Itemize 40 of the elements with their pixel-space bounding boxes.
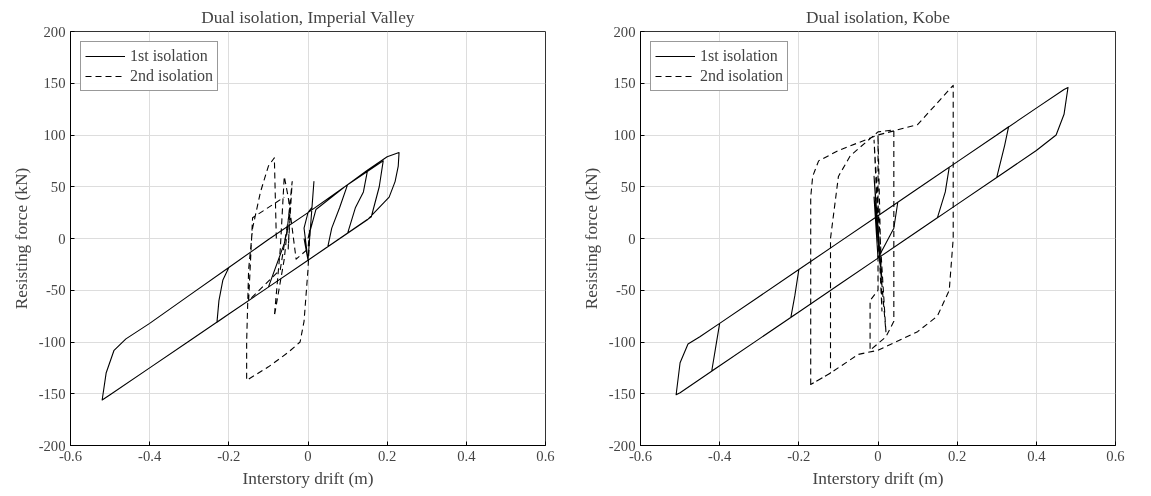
y-tick-label: -50 <box>45 282 66 299</box>
x-axis-title: Interstory drift (m) <box>812 468 944 488</box>
y-axis-title: Resisting force (kN) <box>11 167 31 310</box>
x-tick-label: 0.4 <box>1027 447 1047 464</box>
x-tick-label: 0 <box>874 447 882 464</box>
y-tick-label: 50 <box>620 178 636 195</box>
y-tick-label: -150 <box>608 385 636 402</box>
legend-label: 1st isolation <box>130 47 208 65</box>
y-tick-label: -100 <box>608 334 636 350</box>
y-tick-label: 150 <box>43 75 66 92</box>
x-tick-label: 0.6 <box>1106 447 1125 464</box>
x-tick-label: -0.2 <box>787 447 811 464</box>
x-tick-label: -0.4 <box>708 447 732 464</box>
chart-title: Dual isolation, Imperial Valley <box>201 7 415 27</box>
x-axis-title: Interstory drift (m) <box>242 468 374 488</box>
x-tick-label: -0.2 <box>217 447 241 464</box>
line-series <box>101 152 400 401</box>
y-tick-label: 0 <box>628 230 636 247</box>
x-tick-label: 0.2 <box>378 447 397 464</box>
y-tick-label: -100 <box>38 334 66 350</box>
y-tick-label: 150 <box>613 75 636 92</box>
y-tick-label: 100 <box>43 127 66 143</box>
y-tick-label: -50 <box>615 282 636 299</box>
chart-title: Dual isolation, Kobe <box>806 7 951 27</box>
legend-label: 2nd isolation <box>700 67 784 85</box>
x-tick-label: 0.2 <box>948 447 967 464</box>
y-tick-label: -150 <box>38 385 66 402</box>
y-tick-label: 200 <box>43 23 66 40</box>
x-tick-label: 0.6 <box>536 447 555 464</box>
y-tick-label: 50 <box>50 178 66 195</box>
y-axis-title: Resisting force (kN) <box>581 167 601 310</box>
x-tick-label: 0 <box>304 447 312 464</box>
y-tick-label: 0 <box>58 230 66 247</box>
y-tick-label: 200 <box>613 23 636 40</box>
y-tick-label: 100 <box>613 127 636 143</box>
legend-label: 1st isolation <box>700 47 778 65</box>
line-series <box>246 157 311 381</box>
x-tick-label: 0.4 <box>457 447 477 464</box>
x-tick-label: -0.4 <box>138 447 162 464</box>
legend-label: 2nd isolation <box>130 67 214 85</box>
